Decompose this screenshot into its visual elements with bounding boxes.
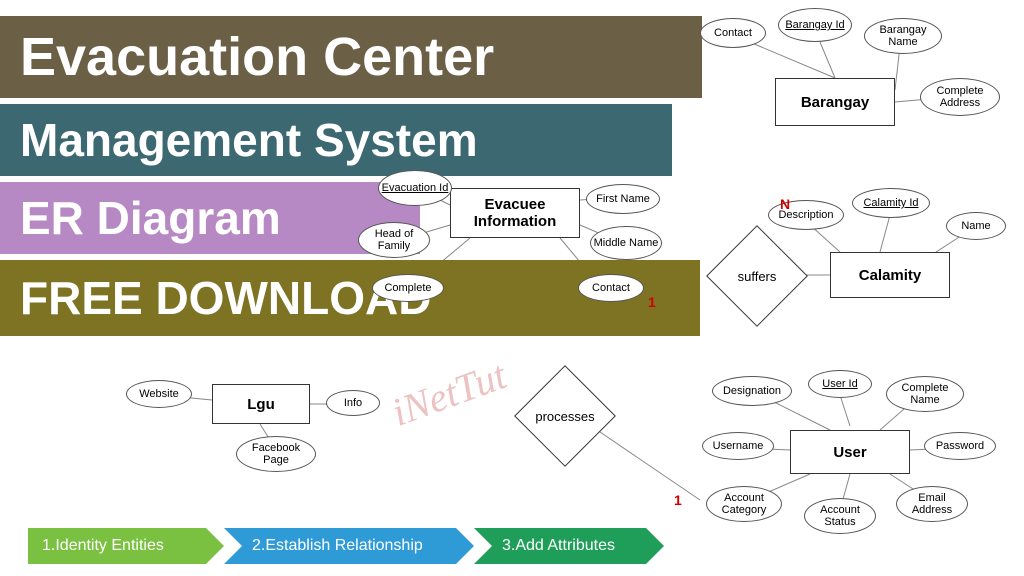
- attr-evacuee-1: First Name: [586, 184, 660, 214]
- attr-calamity-1: Calamity Id: [852, 188, 930, 218]
- title-line-2: Management System: [0, 104, 672, 176]
- attr-evacuee-0: Evacuation Id: [378, 170, 452, 206]
- attr-barangay-3: Complete Address: [920, 78, 1000, 116]
- entity-evacuee: Evacuee Information: [450, 188, 580, 238]
- step-2-label: 2.Establish Relationship: [252, 537, 423, 555]
- attr-barangay-2: Barangay Name: [864, 18, 942, 54]
- attr-lgu-0: Website: [126, 380, 192, 408]
- title-text-3: ER Diagram: [20, 191, 281, 245]
- entity-lgu: Lgu: [212, 384, 310, 424]
- attr-user-1: User Id: [808, 370, 872, 398]
- attr-user-3: Username: [702, 432, 774, 460]
- attr-evacuee-2: Head of Family: [358, 222, 430, 258]
- entity-calamity-label: Calamity: [859, 267, 922, 284]
- attr-user-7: Email Address: [896, 486, 968, 522]
- watermark: iNetTut: [386, 351, 513, 435]
- relationship-processes-label: processes: [535, 409, 594, 424]
- attr-user-0: Designation: [712, 376, 792, 406]
- attr-evacuee-3: Middle Name: [590, 226, 662, 260]
- step-3: 3.Add Attributes: [474, 528, 664, 564]
- attr-barangay-1: Barangay Id: [778, 8, 852, 42]
- cardinality-1: 1: [648, 294, 656, 310]
- attr-lgu-2: Facebook Page: [236, 436, 316, 472]
- attr-evacuee-5: Contact: [578, 274, 644, 302]
- entity-calamity: Calamity: [830, 252, 950, 298]
- relationship-processes: processes: [530, 396, 600, 436]
- entity-barangay: Barangay: [775, 78, 895, 126]
- cardinality-2: 1: [674, 492, 682, 508]
- entity-barangay-label: Barangay: [801, 94, 869, 111]
- entity-evacuee-label: Evacuee Information: [455, 196, 575, 230]
- title-line-1: Evacuation Center: [0, 16, 702, 98]
- attr-evacuee-4: Complete: [372, 274, 444, 302]
- attr-calamity-2: Name: [946, 212, 1006, 240]
- title-line-3: ER Diagram: [0, 182, 420, 254]
- step-1: 1.Identity Entities: [28, 528, 224, 564]
- attr-barangay-0: Contact: [700, 18, 766, 48]
- watermark-text: iNetTut: [386, 352, 512, 435]
- relationship-suffers: suffers: [722, 256, 792, 296]
- attr-lgu-1: Info: [326, 390, 380, 416]
- cardinality-0: N: [780, 196, 790, 212]
- title-text-1: Evacuation Center: [20, 26, 494, 88]
- entity-lgu-label: Lgu: [247, 396, 275, 413]
- step-2: 2.Establish Relationship: [224, 528, 474, 564]
- attr-user-5: Account Category: [706, 486, 782, 522]
- attr-user-6: Account Status: [804, 498, 876, 534]
- relationship-suffers-label: suffers: [738, 269, 777, 284]
- attr-user-4: Password: [924, 432, 996, 460]
- attr-user-2: Complete Name: [886, 376, 964, 412]
- title-text-4: FREE DOWNLOAD: [20, 271, 431, 325]
- entity-user-label: User: [833, 444, 866, 461]
- step-3-label: 3.Add Attributes: [502, 537, 615, 555]
- title-text-2: Management System: [20, 113, 478, 167]
- step-1-label: 1.Identity Entities: [42, 537, 164, 555]
- entity-user: User: [790, 430, 910, 474]
